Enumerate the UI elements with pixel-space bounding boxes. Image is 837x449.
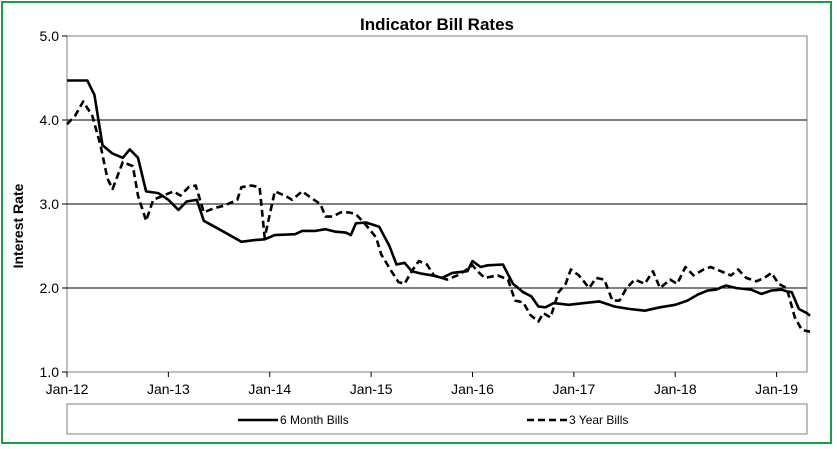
legend-box (66, 403, 808, 435)
x-axis-ticks: Jan-12 Jan-13 Jan-14 Jan-15 Jan-16 Jan-17 Jan-… (46, 372, 798, 397)
x-tick-label: Jan-14 (248, 381, 291, 397)
x-tick-label: Jan-19 (755, 381, 798, 397)
x-tick-label: Jan-12 (46, 381, 89, 397)
chart-title: Indicator Bill Rates (360, 15, 514, 34)
y-axis-label: Interest Rate (10, 183, 26, 268)
y-tick-label: 4.0 (40, 112, 60, 128)
series-line-3-year-bills (66, 100, 811, 333)
legend: 6 Month Bills 3 Year Bills (238, 413, 628, 427)
x-tick-label: Jan-16 (451, 381, 494, 397)
x-tick-label: Jan-15 (350, 381, 393, 397)
gridlines (67, 119, 807, 289)
y-tick-label: 2.0 (40, 280, 60, 296)
series-lines (66, 79, 811, 333)
y-tick-label: 1.0 (40, 364, 60, 380)
x-tick-label: Jan-18 (654, 381, 697, 397)
legend-label: 3 Year Bills (569, 413, 628, 427)
y-tick-label: 5.0 (40, 28, 60, 44)
legend-label: 6 Month Bills (280, 413, 349, 427)
x-tick-label: Jan-13 (147, 381, 190, 397)
y-axis-ticks: 1.0 2.0 3.0 4.0 5.0 (40, 28, 67, 380)
y-tick-label: 3.0 (40, 196, 60, 212)
x-tick-label: Jan-17 (552, 381, 595, 397)
